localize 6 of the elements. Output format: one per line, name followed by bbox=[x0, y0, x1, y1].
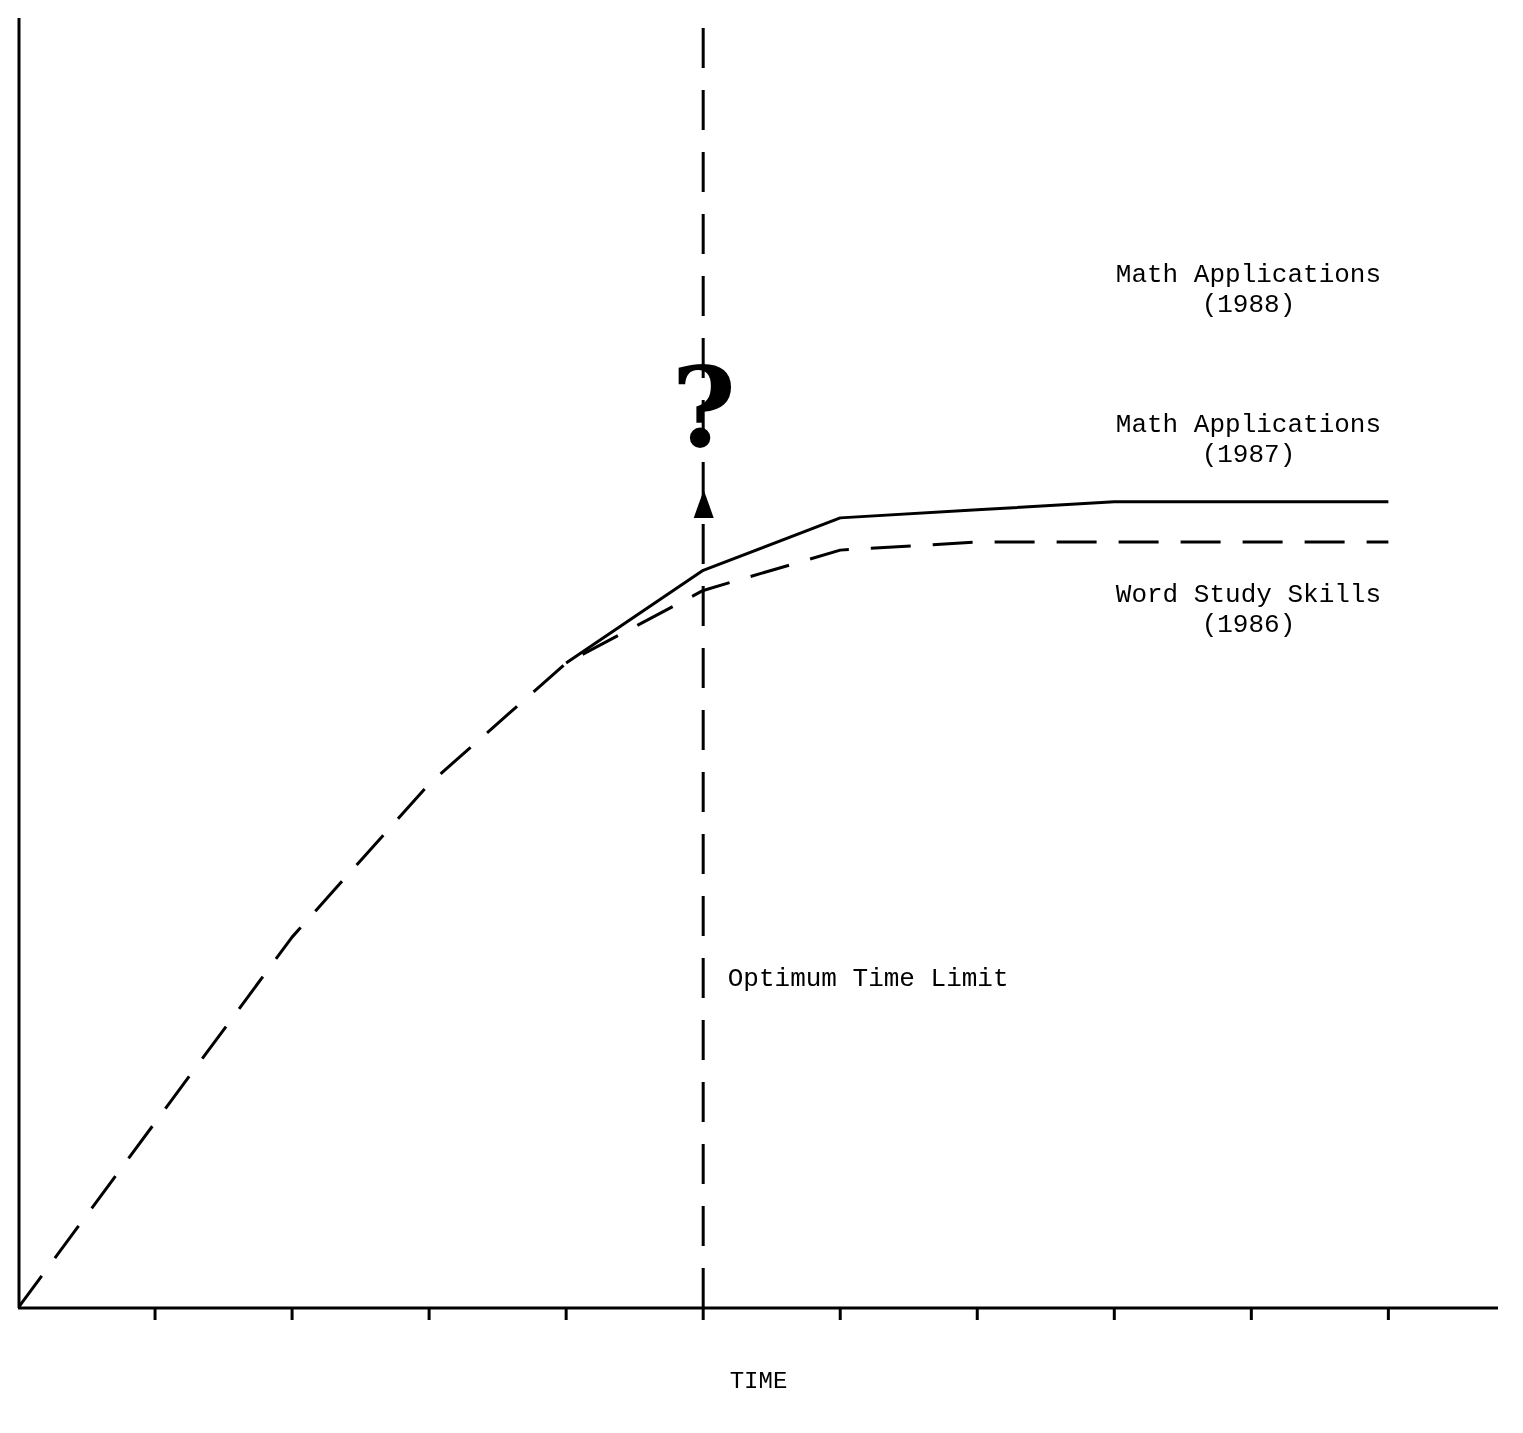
text: Math Applications (1988) bbox=[1115, 259, 1382, 320]
x-axis-title: TIME bbox=[729, 1368, 788, 1395]
text: ? bbox=[671, 342, 736, 472]
series-label: Math Applications (1987) bbox=[1115, 409, 1382, 470]
annotation: Optimum Time Limit bbox=[727, 963, 1009, 994]
series-label: Word Study Skills (1986) bbox=[1115, 580, 1382, 641]
